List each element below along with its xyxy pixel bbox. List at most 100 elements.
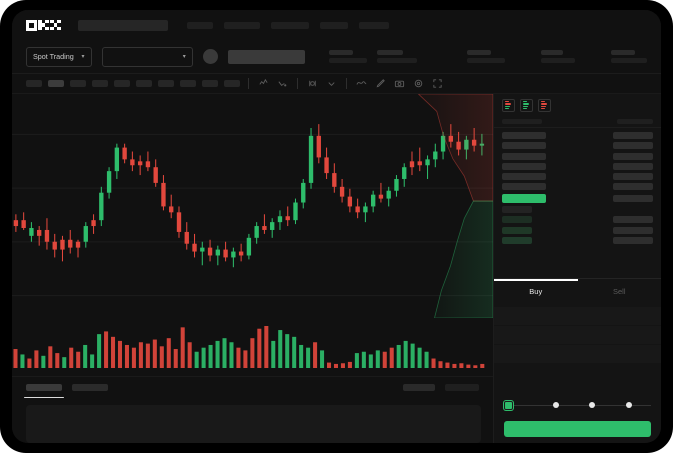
tab-sell[interactable]: Sell [578, 279, 662, 304]
coin-avatar-icon [202, 49, 218, 64]
tab-order-history[interactable] [72, 384, 108, 391]
timeframe-6[interactable] [136, 80, 152, 87]
candlestick-chart-icon[interactable] [257, 77, 270, 90]
toolbar-divider [346, 78, 347, 89]
timeframe-9[interactable] [202, 80, 218, 87]
slider-node-75[interactable] [626, 402, 632, 408]
candlestick-chart[interactable] [12, 94, 493, 318]
orderbook-mode-bids[interactable] [520, 98, 533, 112]
timeframe-1[interactable] [26, 80, 42, 87]
camera-icon[interactable] [393, 77, 406, 90]
orderbook-header [494, 94, 661, 116]
stat-value [541, 58, 575, 63]
toolbar-divider [248, 78, 249, 89]
orders-actions [403, 384, 479, 391]
tab-open-orders[interactable] [24, 384, 64, 398]
volume-histogram[interactable] [12, 318, 493, 376]
orderbook-spread-row[interactable] [502, 193, 653, 203]
logo-glyph-o [26, 19, 37, 31]
tab-buy[interactable]: Buy [494, 278, 578, 304]
stat-label [377, 50, 403, 55]
col-price-header [617, 119, 653, 124]
pair-ticker-bar: Spot Trading ▾ ▾ [12, 40, 661, 74]
top-navigation-bar [12, 10, 661, 40]
settings-gear-icon[interactable] [412, 77, 425, 90]
timeframe-5[interactable] [114, 80, 130, 87]
orderbook-rows[interactable] [494, 128, 661, 278]
toolbar-divider [297, 78, 298, 89]
line-chart-icon[interactable] [276, 77, 289, 90]
slider-node-50[interactable] [589, 402, 596, 408]
price-field[interactable] [494, 325, 661, 344]
global-search-bar[interactable] [78, 19, 168, 31]
chart-column [12, 94, 493, 443]
fullscreen-icon[interactable] [431, 77, 444, 90]
amount-percent-slider[interactable] [504, 397, 651, 415]
orderbook-ask-row[interactable] [502, 173, 653, 181]
orderbook-ask-row[interactable] [502, 132, 653, 139]
stat-value [467, 58, 505, 63]
indicator-icon[interactable] [306, 77, 319, 90]
orderbook-and-order-form: Buy Sell [493, 94, 661, 443]
nav-item-1[interactable] [187, 21, 213, 29]
amount-field[interactable] [494, 344, 661, 363]
ticker-stat-3 [467, 50, 505, 63]
orders-tab-strip [12, 376, 493, 398]
orderbook-ask-row[interactable] [502, 142, 653, 150]
orderbook-bid-row[interactable] [502, 216, 653, 224]
volume-histogram-svg [13, 326, 485, 368]
orderbook-ask-row[interactable] [502, 162, 653, 170]
col-amount-header [502, 119, 542, 124]
orderbook-ask-row[interactable] [502, 183, 653, 191]
orderbook-ask-row[interactable] [502, 152, 653, 160]
buy-sell-tabs: Buy Sell [494, 277, 662, 304]
slider-track [507, 405, 651, 406]
stat-value [377, 58, 417, 63]
timeframe-3[interactable] [70, 80, 86, 87]
chevron-down-icon: ▾ [182, 54, 186, 60]
slider-node-25[interactable] [552, 402, 559, 408]
ticker-stat-1 [329, 50, 367, 63]
stat-label [541, 50, 563, 55]
okx-logo[interactable] [26, 19, 61, 31]
logo-glyph-x [50, 19, 61, 31]
nav-item-3[interactable] [271, 21, 309, 29]
chevron-down-icon: ▾ [81, 54, 85, 60]
wave-line-icon[interactable] [355, 77, 368, 90]
stat-label [611, 50, 635, 55]
tab-buy-label: Buy [529, 286, 543, 296]
orders-table-panel [26, 405, 481, 443]
orderbook-column-headers [494, 116, 661, 128]
stat-value [611, 58, 647, 63]
order-type-field[interactable] [494, 306, 661, 325]
nav-item-2[interactable] [224, 21, 260, 29]
timeframe-8[interactable] [180, 80, 196, 87]
trading-pair-selector[interactable]: ▾ [101, 46, 193, 67]
bottom-action-1[interactable] [403, 384, 435, 391]
timeframe-2[interactable] [48, 80, 64, 87]
ticker-stat-5 [611, 50, 647, 63]
chevron-down-icon[interactable] [325, 77, 338, 90]
orderbook-mode-asks[interactable] [538, 98, 551, 112]
orderbook-bid-row[interactable] [502, 206, 653, 214]
orderbook-bid-row[interactable] [502, 236, 653, 244]
trading-mode-label: Spot Trading [33, 52, 74, 61]
nav-item-5[interactable] [359, 21, 389, 29]
stat-label [467, 50, 491, 55]
tab-sell-label: Sell [612, 286, 626, 296]
orderbook-bid-row[interactable] [502, 226, 653, 234]
okx-trading-app: Spot Trading ▾ ▾ [12, 10, 661, 443]
pencil-ruler-icon[interactable] [374, 77, 387, 90]
bottom-action-2[interactable] [445, 384, 479, 391]
slider-node-0[interactable] [504, 400, 513, 410]
place-buy-order-button[interactable] [504, 421, 651, 437]
timeframe-4[interactable] [92, 80, 108, 87]
stat-label [329, 50, 353, 55]
orderbook-mode-both[interactable] [502, 98, 515, 112]
trading-mode-selector[interactable]: Spot Trading ▾ [26, 46, 92, 67]
timeframe-10[interactable] [224, 80, 240, 87]
nav-item-4[interactable] [320, 21, 348, 29]
pair-name-bar [227, 49, 305, 64]
timeframe-7[interactable] [158, 80, 174, 87]
